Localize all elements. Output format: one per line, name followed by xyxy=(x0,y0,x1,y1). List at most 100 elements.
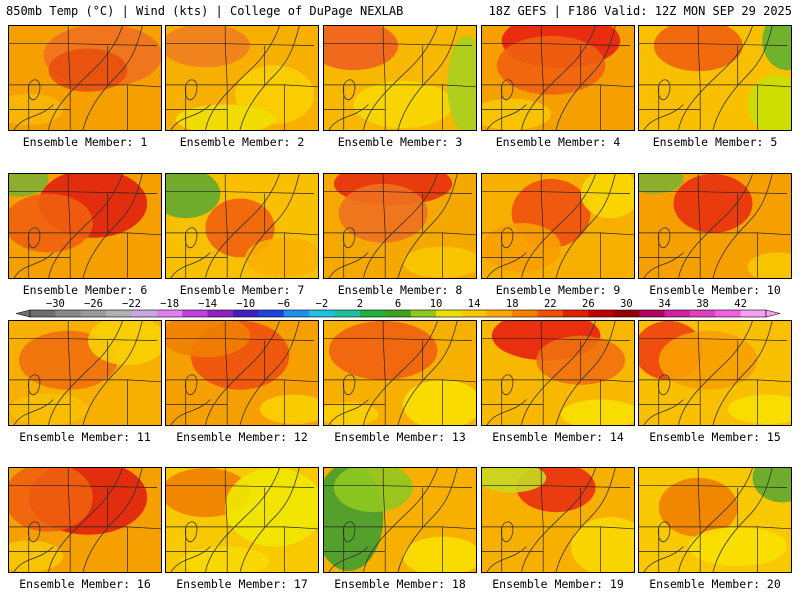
state-boundary xyxy=(383,338,473,341)
colorbar-tick-label: 14 xyxy=(468,298,481,310)
run-valid-time: 18Z GEFS | F186 Valid: 12Z MON SEP 29 20… xyxy=(488,4,792,18)
state-boundary xyxy=(166,321,226,340)
isotherm-contour xyxy=(343,374,356,396)
ensemble-map-panel xyxy=(638,467,792,573)
state-boundary xyxy=(9,321,69,340)
colorbar-segment xyxy=(55,310,82,317)
temperature-map xyxy=(482,26,634,130)
isotherm-contour xyxy=(658,79,671,101)
ensemble-map-panel xyxy=(8,467,162,573)
temperature-region xyxy=(747,252,791,278)
isotherm-contour xyxy=(185,374,198,396)
temperature-map xyxy=(166,174,318,278)
colorbar-tick-label: 18 xyxy=(506,298,519,310)
colorbar-segment xyxy=(740,310,767,317)
state-boundary xyxy=(127,526,161,530)
ensemble-map-panel xyxy=(481,320,635,426)
temperature-map xyxy=(166,321,318,425)
temperature-region xyxy=(482,468,547,493)
state-boundary xyxy=(324,338,386,381)
colorbar-segment xyxy=(461,310,488,317)
isotherm-contour xyxy=(501,521,514,543)
isotherm-contour xyxy=(28,227,41,249)
state-boundary xyxy=(385,379,443,425)
state-boundary xyxy=(225,191,315,194)
ensemble-member-label: Ensemble Member: 11 xyxy=(19,430,151,444)
isotherm-contour xyxy=(13,104,54,130)
isotherm-contour xyxy=(239,468,300,572)
isotherm-contour xyxy=(185,227,198,249)
colorbar-segment xyxy=(689,310,716,317)
colorbar-segment xyxy=(537,310,564,317)
state-boundary xyxy=(225,338,315,341)
isotherm-contour xyxy=(712,174,773,278)
isotherm-contour xyxy=(678,321,753,425)
ensemble-member-label: Ensemble Member: 20 xyxy=(649,577,781,591)
state-boundary xyxy=(284,526,318,530)
temperature-region xyxy=(402,536,476,572)
temperature-region xyxy=(324,26,399,71)
ensemble-map-panel xyxy=(323,467,477,573)
colorbar-tick-label: −22 xyxy=(122,298,141,310)
temperature-region xyxy=(639,174,684,194)
state-boundary xyxy=(324,26,384,45)
state-boundary xyxy=(700,526,758,572)
isotherm-contour xyxy=(658,374,671,396)
isotherm-contour xyxy=(521,321,596,425)
state-boundary xyxy=(698,485,788,488)
isotherm-contour xyxy=(328,546,369,572)
temperature-region xyxy=(166,26,250,68)
isotherm-contour xyxy=(658,521,671,543)
colorbar-tick-label: −2 xyxy=(316,298,329,310)
temperature-colorbar: −30 −26 −22 −18 −14 −10 −6 −2 2 6 10 14 18 22 26 30 34 38… xyxy=(15,298,781,318)
colorbar-segment xyxy=(233,310,259,317)
colorbar-tick-label: −18 xyxy=(160,298,179,310)
temperature-region xyxy=(658,330,758,390)
state-boundary xyxy=(166,174,226,193)
isotherm-contour xyxy=(678,26,753,130)
isotherm-contour xyxy=(13,399,54,425)
isotherm-contour xyxy=(643,399,684,425)
ensemble-member-label: Ensemble Member: 14 xyxy=(492,430,624,444)
isotherm-contour xyxy=(343,227,356,249)
ensemble-map-panel xyxy=(165,467,319,573)
state-boundary xyxy=(543,379,601,425)
state-boundary xyxy=(324,191,386,234)
temperature-region xyxy=(402,379,476,425)
temperature-map xyxy=(9,26,161,130)
temperature-region xyxy=(338,183,428,243)
colorbar-tick-label: −26 xyxy=(84,298,103,310)
temperature-region xyxy=(9,540,64,572)
isotherm-contour xyxy=(48,26,123,130)
state-boundary xyxy=(442,379,476,383)
isotherm-contour xyxy=(170,104,211,130)
colorbar-segment xyxy=(410,310,437,317)
temperature-region xyxy=(9,468,93,532)
state-boundary xyxy=(284,232,318,236)
state-boundary xyxy=(639,174,699,193)
colorbar-segment xyxy=(80,310,107,317)
state-boundary xyxy=(383,43,473,46)
state-boundary xyxy=(482,174,542,193)
colorbar-segment xyxy=(106,310,133,317)
ensemble-map-panel xyxy=(8,320,162,426)
temperature-region xyxy=(658,477,738,537)
isotherm-contour xyxy=(363,174,438,278)
isotherm-contour xyxy=(397,26,458,130)
state-boundary xyxy=(385,232,443,278)
state-boundary xyxy=(639,468,699,487)
isotherm-contour xyxy=(501,79,514,101)
state-boundary xyxy=(68,43,158,46)
state-boundary xyxy=(68,338,158,341)
ensemble-map-panel xyxy=(165,25,319,131)
isotherm-contour xyxy=(328,252,369,278)
temperature-map xyxy=(324,174,476,278)
state-boundary xyxy=(600,232,634,236)
colorbar-tick-label: 30 xyxy=(620,298,633,310)
colorbar-tick-label: −30 xyxy=(46,298,65,310)
temperature-map xyxy=(639,26,791,130)
temperature-map xyxy=(482,468,634,572)
ensemble-member-label: Ensemble Member: 1 xyxy=(22,135,148,149)
isotherm-contour xyxy=(678,468,753,572)
colorbar-segment xyxy=(562,310,589,317)
